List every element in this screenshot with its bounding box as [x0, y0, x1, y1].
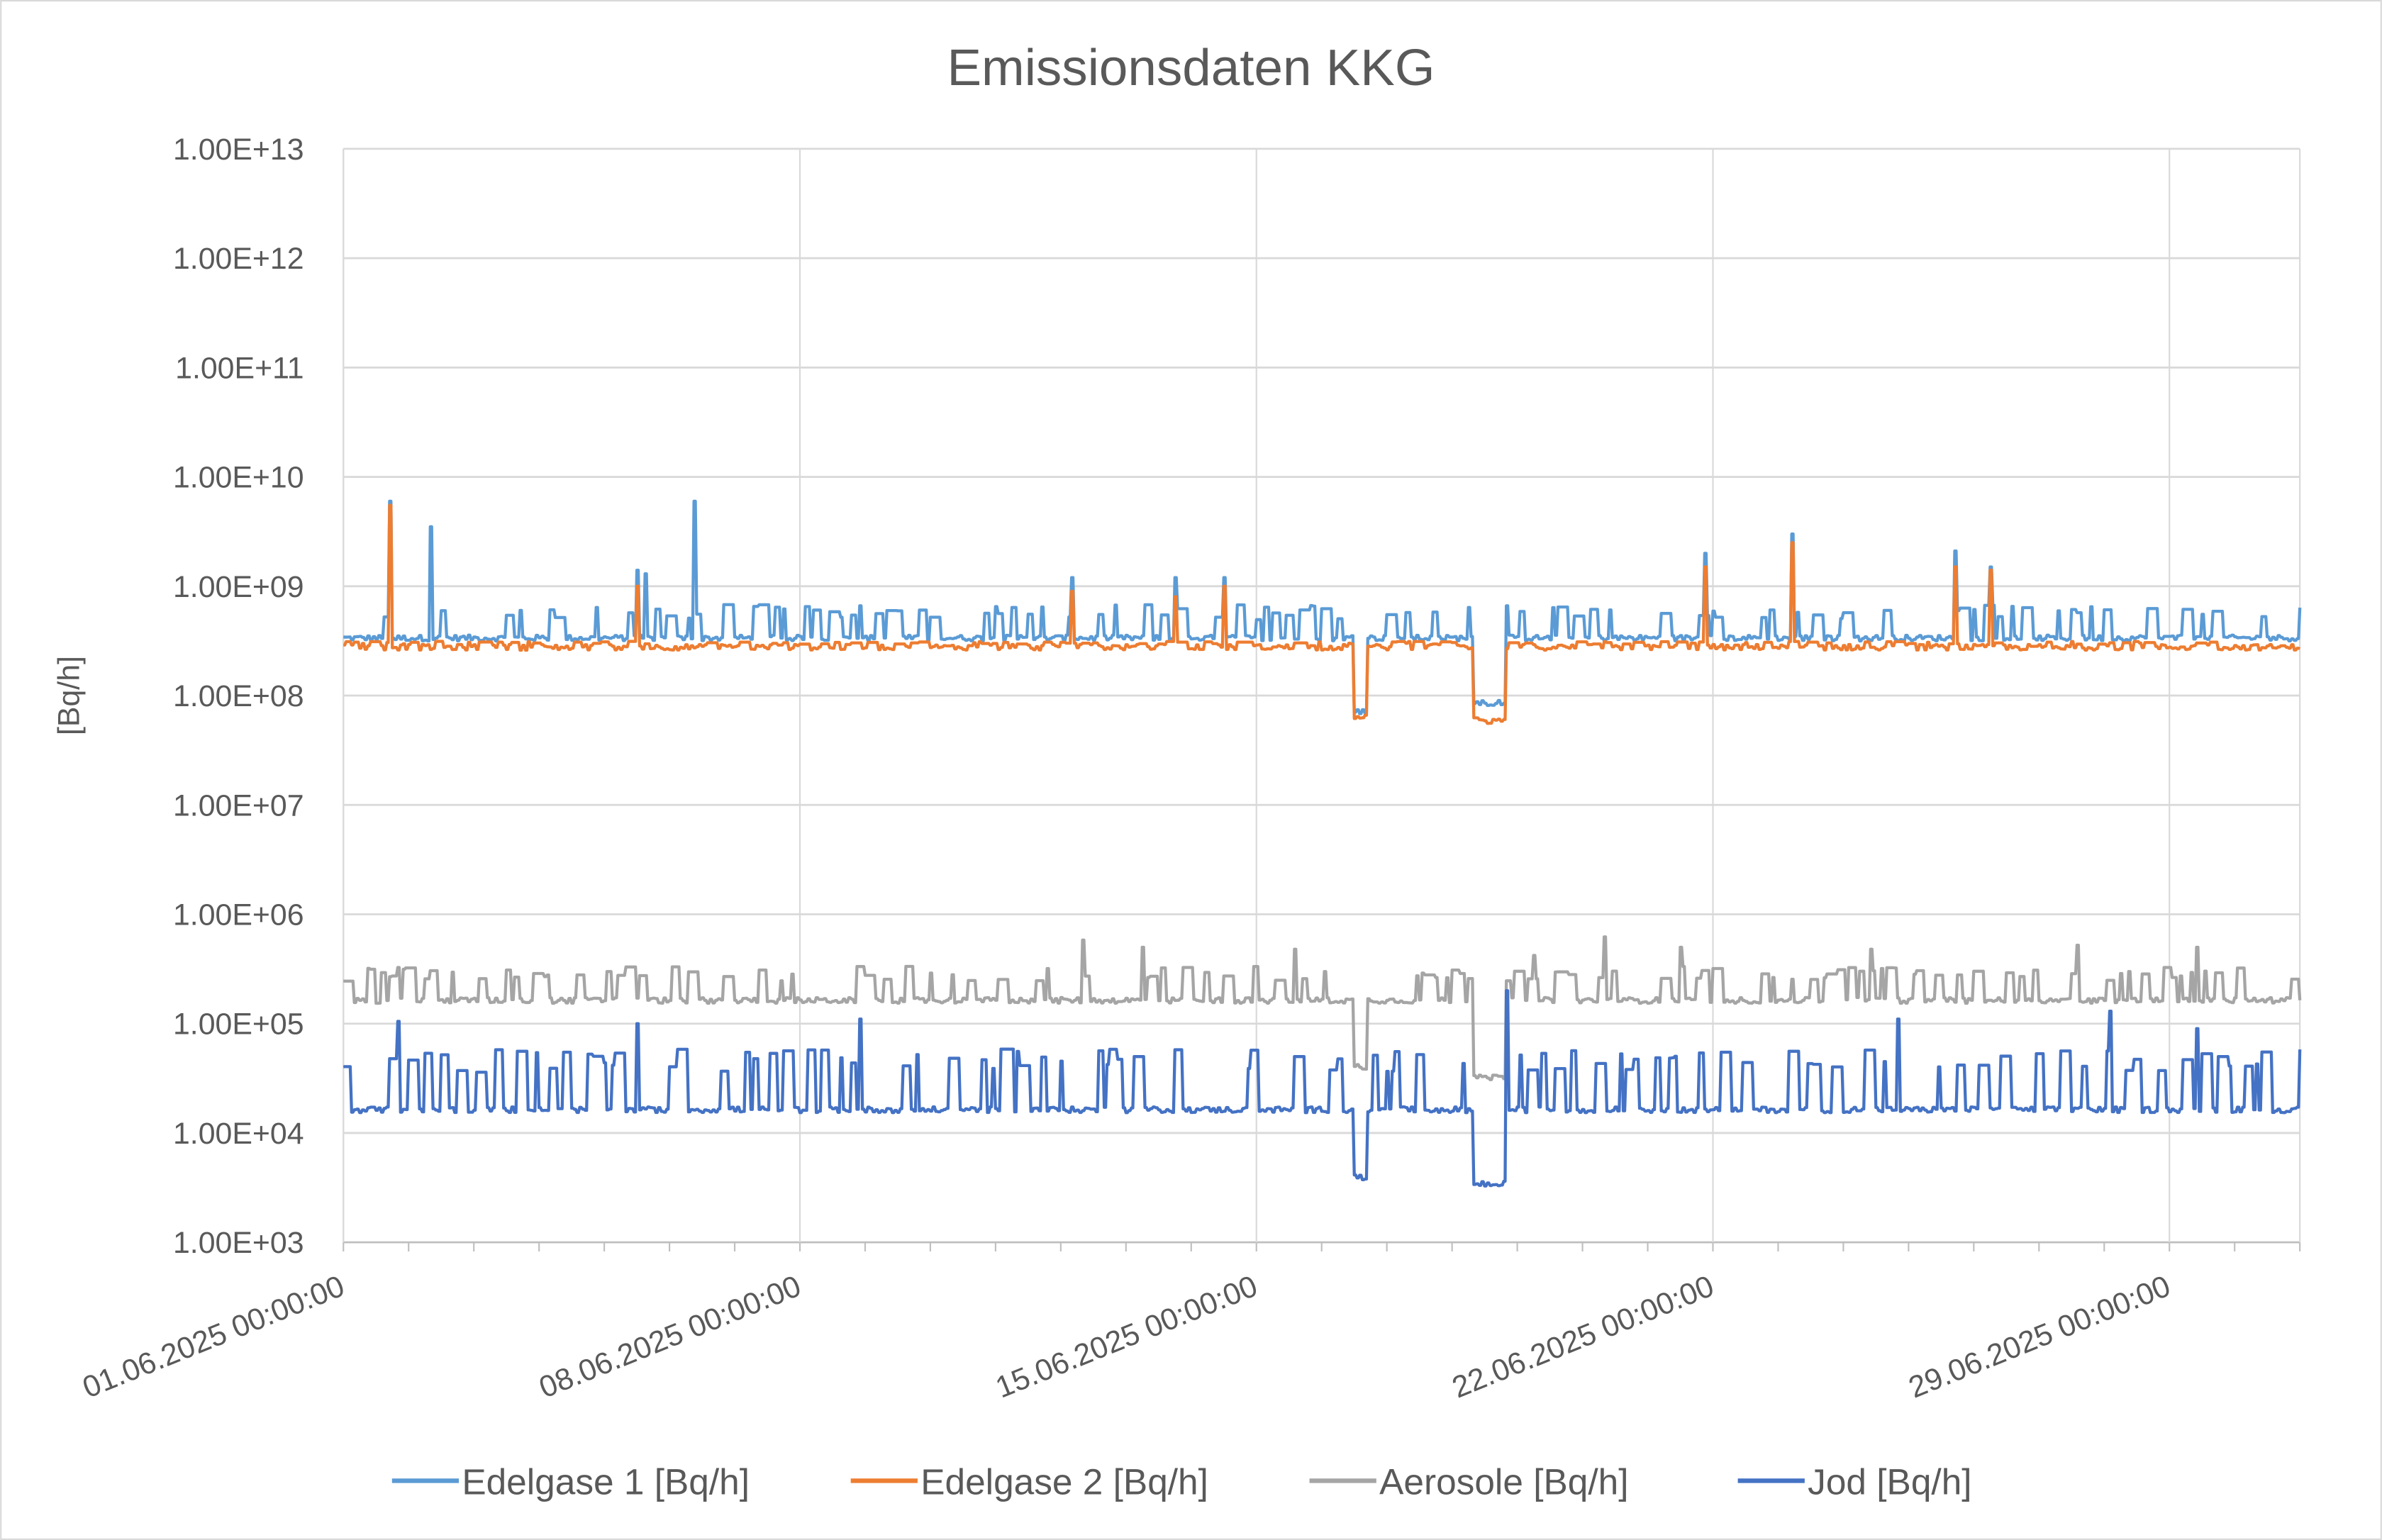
y-tick-label: 1.00E+04	[173, 1117, 304, 1151]
legend-label: Jod [Bq/h]	[1808, 1461, 1971, 1502]
y-tick-label: 1.00E+07	[173, 788, 304, 822]
legend-label: Aerosole [Bq/h]	[1379, 1461, 1628, 1502]
series-line-0	[343, 499, 2302, 715]
y-tick-label: 1.00E+10	[173, 461, 304, 495]
plot-area	[343, 499, 2302, 1188]
y-tick-label: 1.00E+05	[173, 1008, 304, 1042]
legend-label: Edelgase 2 [Bq/h]	[920, 1461, 1208, 1502]
y-tick-label: 1.00E+08	[173, 679, 304, 713]
y-tick-label: 1.00E+11	[175, 351, 304, 385]
chart-title: Emissionsdaten KKG	[947, 39, 1435, 96]
y-tick-label: 1.00E+03	[173, 1226, 304, 1260]
series-line-2	[343, 935, 2302, 1081]
y-axis-label: [Bq/h]	[52, 656, 87, 735]
y-tick-label: 1.00E+12	[173, 242, 304, 276]
y-tick-label: 1.00E+06	[173, 898, 304, 932]
series-line-1	[343, 503, 2301, 725]
y-tick-label: 1.00E+13	[173, 133, 304, 167]
y-axis-ticks: 1.00E+03 1.00E+04 1.00E+05 1.00E+06 1.00E+07…	[173, 133, 304, 1260]
series-line-3	[343, 989, 2302, 1188]
y-tick-label: 1.00E+09	[173, 570, 304, 604]
legend: Edelgase 1 [Bq/h] Edelgase 2 [Bq/h] Aeroso…	[391, 1461, 1972, 1502]
legend-label: Edelgase 1 [Bq/h]	[462, 1461, 750, 1502]
